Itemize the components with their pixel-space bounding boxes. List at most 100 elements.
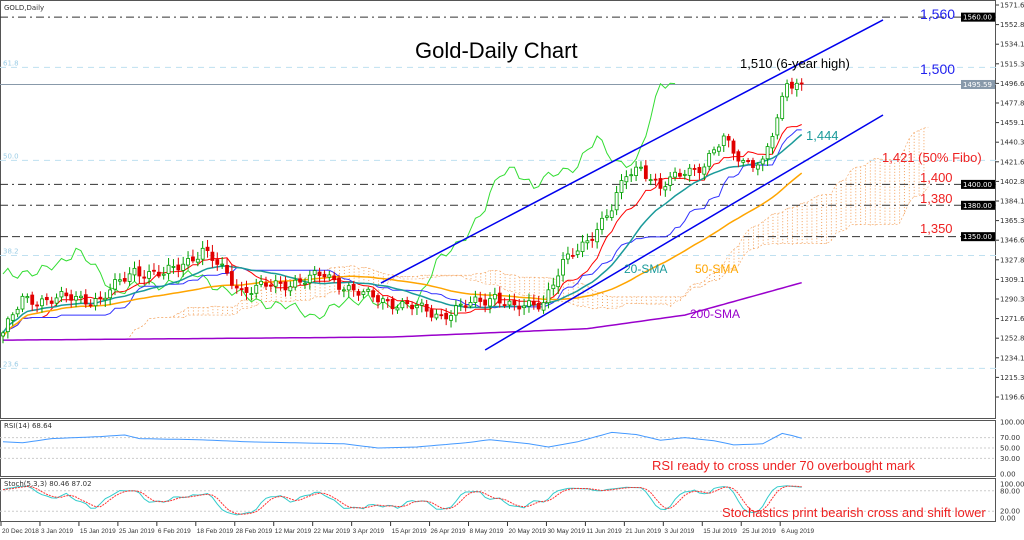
ichimoku-cloud-dot [835, 221, 837, 223]
ichimoku-cloud-dot [845, 185, 847, 187]
ichimoku-cloud-dot [908, 175, 910, 177]
ichimoku-cloud-dot [840, 222, 842, 224]
ichimoku-cloud-dot [319, 293, 321, 295]
ichimoku-cloud-dot [821, 194, 823, 196]
ichimoku-cloud-dot [850, 200, 852, 202]
ichimoku-cloud-dot [884, 201, 886, 203]
ichimoku-cloud-dot [670, 296, 672, 298]
candle-body [54, 297, 59, 304]
ichimoku-cloud-dot [821, 209, 823, 211]
ichimoku-cloud-dot [504, 283, 506, 285]
ichimoku-cloud-dot [202, 310, 204, 312]
ichimoku-cloud-dot [894, 174, 896, 176]
ichimoku-cloud-dot [860, 190, 862, 192]
ichimoku-cloud-dot [879, 212, 881, 214]
ichimoku-cloud-dot [236, 308, 238, 310]
ichimoku-cloud-dot [353, 274, 355, 276]
symbol-label: GOLD,Daily [4, 4, 44, 12]
ichimoku-cloud-dot [533, 292, 535, 294]
ichimoku-cloud-dot [913, 141, 915, 143]
ichimoku-cloud-dot [884, 195, 886, 197]
ichimoku-cloud-dot [382, 276, 384, 278]
x-tick-label: 6 Feb 2019 [158, 528, 191, 535]
ichimoku-cloud-dot [324, 290, 326, 292]
ichimoku-cloud-dot [777, 222, 779, 224]
ichimoku-cloud-dot [577, 298, 579, 300]
ichimoku-cloud-dot [772, 240, 774, 242]
ichimoku-cloud-dot [314, 289, 316, 291]
ichimoku-cloud-dot [183, 313, 185, 315]
ichimoku-cloud-dot [787, 241, 789, 243]
candle-body [507, 300, 512, 306]
y-tick-label: 1327.87 [1000, 256, 1024, 264]
ichimoku-cloud-dot [913, 144, 915, 146]
ichimoku-cloud-dot [592, 304, 594, 306]
ichimoku-cloud-dot [860, 166, 862, 168]
ichimoku-cloud-dot [855, 221, 857, 223]
ichimoku-cloud-dot [348, 274, 350, 276]
ichimoku-cloud-dot [869, 167, 871, 169]
ichimoku-cloud-dot [899, 165, 901, 167]
ichimoku-cloud-dot [908, 145, 910, 147]
ichimoku-cloud-dot [280, 296, 282, 298]
ichimoku-cloud-dot [748, 239, 750, 241]
level-price-label: 1380.00 [963, 202, 992, 210]
ichimoku-cloud-dot [899, 195, 901, 197]
rsi-tick-label: 0.00 [1000, 471, 1016, 479]
ichimoku-cloud-dot [334, 267, 336, 269]
y-tick-label: 1571.62 [1000, 2, 1024, 10]
ichimoku-cloud-dot [811, 211, 813, 213]
ichimoku-cloud-dot [860, 175, 862, 177]
ichimoku-cloud-dot [514, 280, 516, 282]
ichimoku-cloud-dot [791, 225, 793, 227]
ichimoku-cloud-dot [816, 196, 818, 198]
ichimoku-cloud-dot [787, 208, 789, 210]
ichimoku-cloud-dot [840, 189, 842, 191]
ichimoku-cloud-dot [830, 218, 832, 220]
ichimoku-cloud-dot [256, 304, 258, 306]
ichimoku-cloud-dot [855, 209, 857, 211]
ichimoku-cloud-dot [845, 188, 847, 190]
x-tick-label: 22 Mar 2019 [314, 528, 351, 535]
ichimoku-cloud-dot [782, 242, 784, 244]
candle-body [176, 264, 181, 271]
ichimoku-cloud-dot [806, 208, 808, 210]
ichimoku-cloud-dot [806, 220, 808, 222]
ichimoku-cloud-dot [636, 296, 638, 298]
ichimoku-cloud-dot [192, 313, 194, 315]
ichimoku-cloud-dot [324, 293, 326, 295]
candle-body [98, 296, 103, 299]
ichimoku-cloud-dot [280, 290, 282, 292]
candle-body [74, 295, 78, 301]
ichimoku-cloud-dot [485, 278, 487, 280]
ichimoku-cloud-dot [903, 174, 905, 176]
candle-body [307, 274, 312, 284]
candle-body [536, 302, 541, 310]
ichimoku-cloud-dot [743, 242, 745, 244]
ichimoku-cloud-dot [577, 304, 579, 306]
ichimoku-cloud-dot [796, 239, 798, 241]
ichimoku-cloud-dot [811, 226, 813, 228]
candle-body [137, 266, 142, 277]
ichimoku-cloud-dot [918, 184, 920, 186]
ichimoku-cloud-dot [801, 233, 803, 235]
ichimoku-cloud-dot [874, 185, 876, 187]
ichimoku-cloud-dot [358, 271, 360, 273]
ichimoku-cloud-dot [752, 244, 754, 246]
ichimoku-cloud-dot [524, 286, 526, 288]
candle-body [380, 298, 385, 303]
channel-upper-line [380, 19, 884, 284]
ichimoku-cloud-dot [304, 289, 306, 291]
ichimoku-cloud-dot [373, 269, 375, 271]
ichimoku-cloud-dot [192, 310, 194, 312]
ichimoku-cloud-dot [524, 277, 526, 279]
ichimoku-cloud-dot [304, 277, 306, 279]
ichimoku-cloud-dot [864, 192, 866, 194]
candle-body [731, 140, 736, 154]
ichimoku-cloud-dot [787, 211, 789, 213]
rsi-label: RSI(14) 68.64 [4, 422, 53, 430]
ichimoku-cloud-dot [363, 288, 365, 290]
ichimoku-cloud-dot [494, 270, 496, 272]
x-tick-label: 21 Jun 2019 [625, 528, 661, 535]
ichimoku-cloud-dot [582, 304, 584, 306]
